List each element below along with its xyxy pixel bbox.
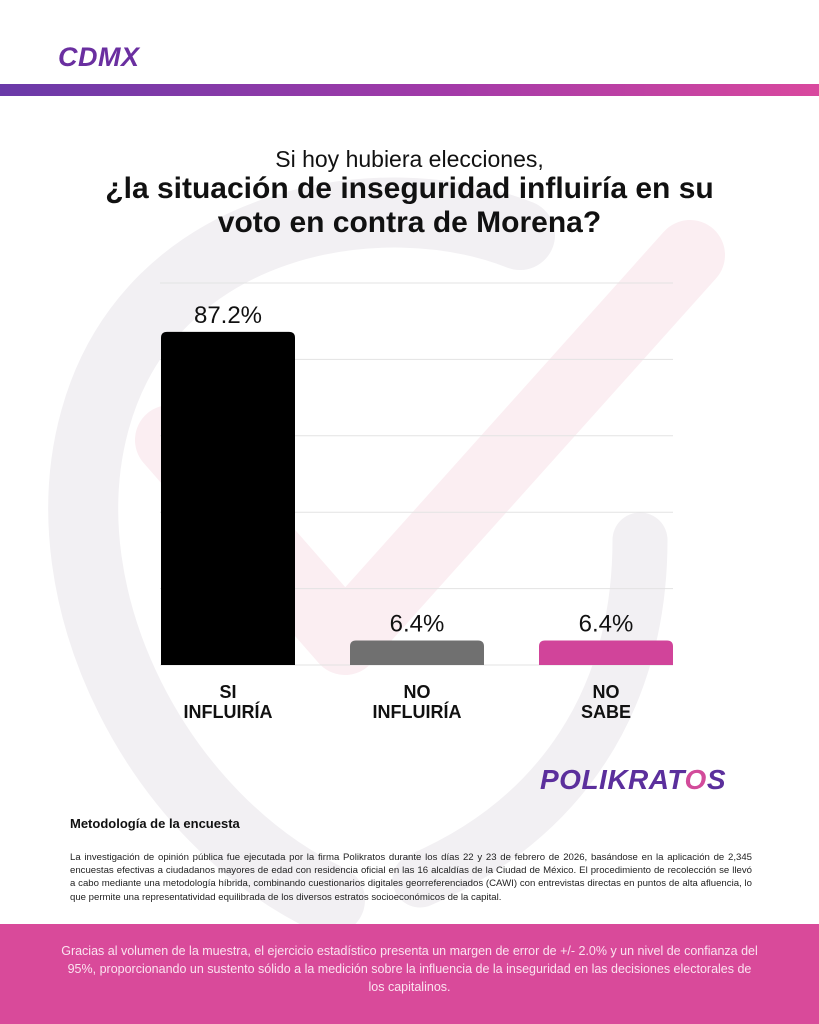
header-gradient-bar	[0, 84, 819, 96]
question-title: ¿la situación de inseguridad influiría e…	[105, 172, 714, 239]
methodology-title: Metodología de la encuesta	[70, 816, 240, 831]
category-label-1-0: NO	[404, 682, 431, 702]
bar-value-label-1: 6.4%	[390, 611, 445, 638]
question-intro: Si hoy hubiera elecciones,	[275, 146, 544, 172]
bar-2	[539, 640, 673, 665]
category-label-0-0: SI	[219, 682, 236, 702]
category-label-0-1: INFLUIRÍA	[184, 701, 273, 722]
category-label-2-0: NO	[593, 682, 620, 702]
bar-value-label-0: 87.2%	[194, 302, 262, 329]
footer-note: Gracias al volumen de la muestra, el eje…	[61, 944, 758, 994]
category-label-1-1: INFLUIRÍA	[373, 701, 462, 722]
footer-band	[0, 924, 819, 1024]
region-tag: CDMX	[58, 42, 140, 72]
methodology-text: La investigación de opinión pública fue …	[70, 852, 752, 903]
bar-value-label-2: 6.4%	[579, 611, 634, 638]
bar-0	[161, 331, 295, 665]
category-label-2-1: SABE	[581, 702, 631, 722]
brand-check-o-icon: O	[684, 764, 707, 795]
brand-name-prefix: POLIKRAT	[540, 764, 685, 795]
brand-name-suffix: S	[706, 764, 726, 795]
brand-logo: POLIKRATOS	[540, 764, 726, 796]
bar-1	[350, 640, 484, 665]
